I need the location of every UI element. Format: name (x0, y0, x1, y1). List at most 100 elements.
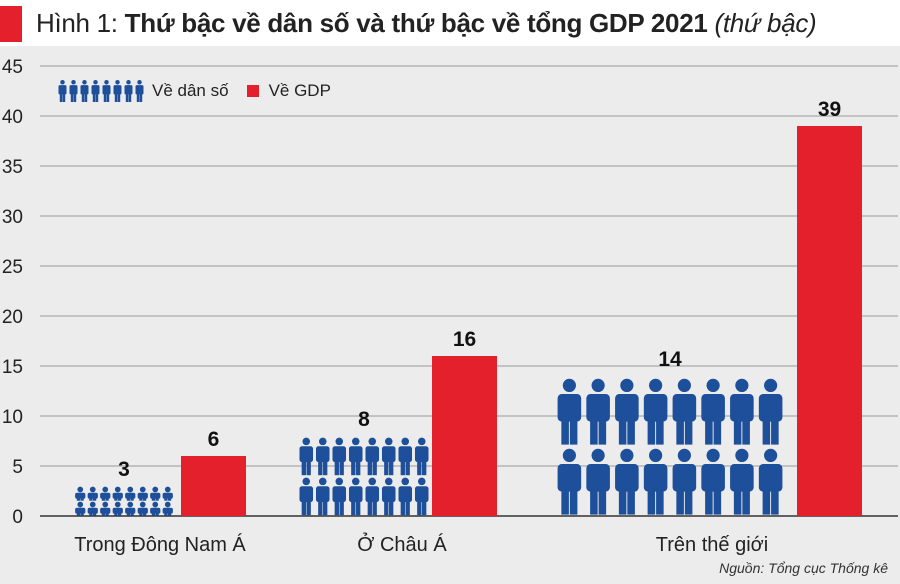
y-tick-label: 15 (2, 357, 23, 378)
person-icon (112, 486, 123, 501)
person-icon (100, 501, 111, 516)
person-icon (137, 501, 148, 516)
person-icon (758, 378, 783, 445)
y-tick-label: 30 (2, 207, 23, 228)
person-icon (586, 378, 610, 445)
gdp-value-label: 39 (818, 98, 841, 121)
person-icon (414, 437, 429, 476)
gdp-value-label: 6 (208, 428, 220, 451)
person-icon (643, 448, 668, 515)
y-tick-label: 5 (12, 457, 23, 478)
gdp-bar (797, 126, 862, 516)
person-icon (381, 437, 396, 476)
person-icon (102, 80, 111, 102)
person-icon (315, 477, 330, 516)
legend-person-icon (58, 80, 67, 102)
gdp-bar (432, 356, 497, 516)
person-icon (730, 378, 754, 445)
y-tick-label: 40 (2, 107, 23, 128)
population-value-label: 3 (118, 458, 130, 481)
y-tick-label: 10 (2, 407, 23, 428)
legend-gdp-label: Về GDP (268, 81, 331, 100)
legend-person-icon (102, 80, 111, 102)
person-icon (80, 80, 89, 102)
population-value-label: 8 (358, 408, 370, 431)
person-icon (365, 477, 380, 516)
title-accent-block (0, 6, 22, 42)
person-icon (586, 448, 610, 515)
legend-person-icon (113, 80, 122, 102)
person-icon (135, 80, 144, 102)
person-icon (162, 486, 173, 501)
person-icon (125, 501, 136, 516)
person-icon (365, 437, 380, 476)
person-icon (299, 437, 314, 476)
legend: Về dân số Về GDP (58, 78, 331, 104)
y-tick-label: 25 (2, 257, 23, 278)
person-icon (414, 477, 429, 516)
person-icon (162, 501, 173, 516)
person-icon (315, 437, 330, 476)
person-icon (348, 437, 363, 476)
person-icon (398, 437, 413, 476)
population-pictogram-bar (557, 378, 783, 515)
y-tick-label: 0 (12, 507, 23, 528)
title-prefix: Hình 1: (36, 8, 118, 38)
person-icon (332, 437, 347, 476)
person-icon (125, 486, 136, 501)
person-icon (758, 448, 783, 515)
person-icon (332, 477, 347, 516)
legend-person-icon (80, 80, 89, 102)
person-icon (75, 486, 86, 501)
person-icon (124, 80, 133, 102)
legend-person-icon (124, 80, 133, 102)
person-icon (299, 477, 314, 516)
person-icon (58, 80, 67, 102)
person-icon (348, 477, 363, 516)
legend-gdp-swatch (246, 85, 259, 97)
person-icon (91, 80, 100, 102)
person-icon (87, 486, 98, 501)
person-icon (150, 501, 161, 516)
population-pictogram-bar (75, 486, 173, 516)
person-icon (113, 80, 122, 102)
person-icon (672, 448, 697, 515)
legend-population-label: Về dân số (152, 81, 229, 100)
person-icon (112, 501, 123, 516)
person-icon (100, 486, 111, 501)
person-icon (730, 448, 754, 515)
population-pictogram-bar (299, 437, 429, 516)
person-icon (87, 501, 98, 516)
person-icon (69, 80, 78, 102)
y-tick-label: 35 (2, 157, 23, 178)
title-bar: Hình 1: Thứ bậc về dân số và thứ bậc về … (0, 0, 900, 46)
x-category-label: Trên thế giới (656, 534, 768, 556)
person-icon (381, 477, 396, 516)
person-icon (137, 486, 148, 501)
legend-person-icon (135, 80, 144, 102)
y-tick-label: 45 (2, 57, 23, 78)
person-icon (615, 378, 639, 445)
title-main: Thứ bậc về dân số và thứ bậc về tổng GDP… (124, 8, 708, 38)
source-note: Nguồn: Tổng cục Thống kê (719, 560, 888, 576)
y-tick-label: 20 (2, 307, 23, 328)
person-icon (615, 448, 639, 515)
chart-title: Hình 1: Thứ bậc về dân số và thứ bậc về … (36, 8, 817, 38)
person-icon (75, 501, 86, 516)
population-value-label: 14 (658, 348, 682, 371)
x-category-label: Trong Đông Nam Á (74, 533, 246, 556)
person-icon (672, 378, 697, 445)
x-category-label: Ở Châu Á (357, 532, 447, 556)
legend-person-icon (91, 80, 100, 102)
legend-person-icon (69, 80, 78, 102)
person-icon (557, 448, 582, 515)
person-icon (398, 477, 413, 516)
person-icon (701, 448, 725, 515)
person-icon (643, 378, 668, 445)
person-icon (150, 486, 161, 501)
person-icon (701, 378, 725, 445)
gdp-bar (181, 456, 246, 516)
title-unit: (thứ bậc) (714, 8, 817, 38)
